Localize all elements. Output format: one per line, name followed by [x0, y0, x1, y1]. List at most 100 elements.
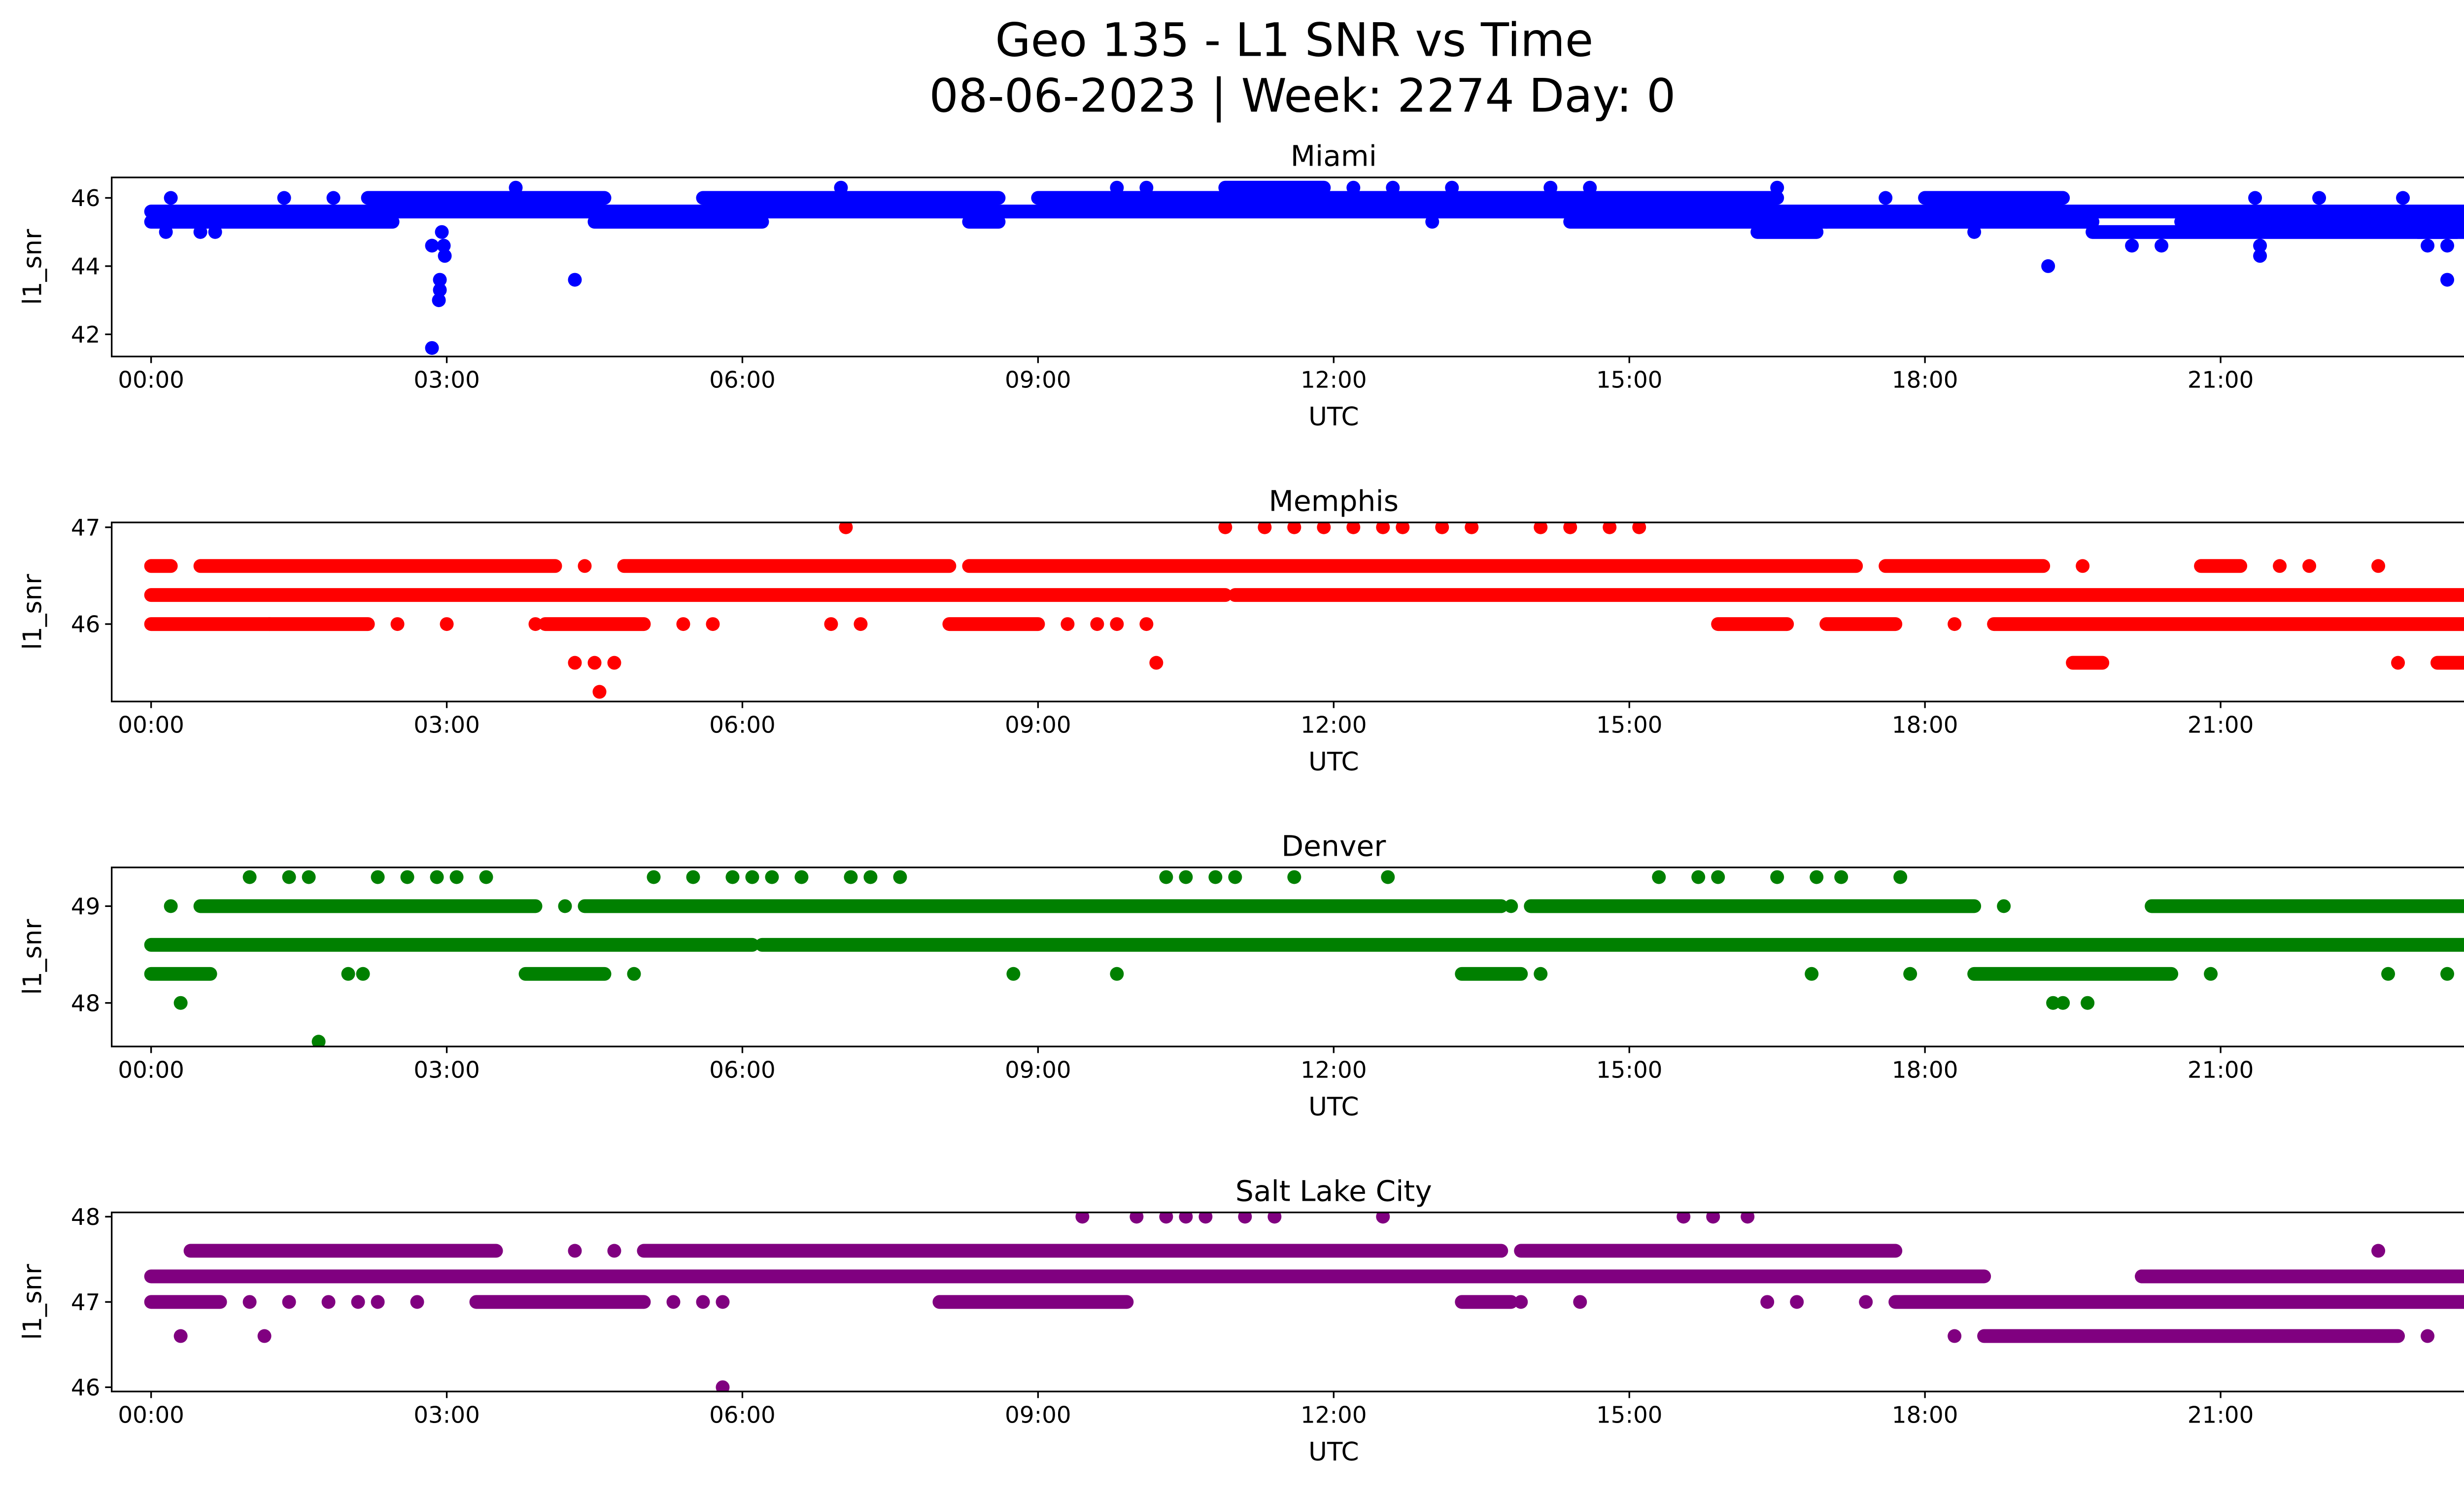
- data-point-16: [765, 870, 779, 884]
- y-axis-label: l1_snr: [18, 919, 47, 995]
- data-run-6: [962, 214, 1006, 229]
- data-point-30: [1603, 522, 1617, 534]
- data-run-11: [2135, 1269, 2464, 1284]
- data-point-18: [839, 522, 853, 534]
- data-point-15: [1514, 1295, 1528, 1309]
- x-tick-label: 00:00: [118, 1402, 184, 1428]
- data-point-12: [568, 656, 582, 670]
- data-point-24: [1583, 180, 1597, 195]
- data-point-21: [1287, 522, 1301, 534]
- x-tick-label: 03:00: [413, 367, 479, 394]
- figure-title-line2: 08-06-2023 | Week: 2274 Day: 0: [929, 70, 1676, 123]
- data-run-9: [1967, 967, 2179, 981]
- data-run-1: [755, 938, 2464, 952]
- data-point-9: [438, 249, 452, 263]
- x-tick-label: 00:00: [118, 1057, 184, 1083]
- x-tick-label: 06:00: [709, 1057, 775, 1083]
- data-run-6: [1879, 559, 2051, 573]
- data-point-22: [1445, 180, 1459, 195]
- data-point-9: [351, 1295, 365, 1309]
- y-axis-label: l1_snr: [18, 574, 47, 650]
- data-point-2: [1504, 899, 1518, 913]
- data-point-18: [844, 870, 858, 884]
- data-run-5: [696, 191, 1006, 205]
- data-point-24: [1228, 870, 1242, 884]
- data-point-6: [425, 239, 439, 253]
- y-tick-label: 46: [71, 1375, 100, 1401]
- data-run-7: [1031, 191, 1627, 205]
- x-axis-label: UTC: [1308, 402, 1359, 432]
- x-tick-label: 12:00: [1300, 1057, 1367, 1083]
- data-point-42: [1903, 967, 1917, 981]
- data-point-16: [834, 180, 848, 195]
- data-point-19: [1346, 180, 1361, 195]
- data-point-47: [2046, 996, 2060, 1010]
- data-point-6: [302, 870, 316, 884]
- subplot-miami: Miami 00:00 03:00 06:00 09:00 12:00 15:00 18:00…: [18, 139, 2464, 432]
- data-run-10: [942, 617, 1045, 631]
- subplot-salt-lake-city: Salt Lake City 00:00 03:00 06:00 09:00 12:00 1…: [18, 1174, 2464, 1467]
- x-axis-label: UTC: [1308, 747, 1359, 777]
- x-tick-label: 03:00: [413, 712, 479, 739]
- data-point-35: [341, 967, 355, 981]
- data-run-0: [144, 588, 1232, 602]
- data-point-14: [716, 1295, 730, 1309]
- data-point-16: [1573, 1295, 1587, 1309]
- figure-title-line1: Geo 135 - L1 SNR vs Time: [995, 13, 1593, 67]
- data-point-49: [2081, 996, 2095, 1010]
- data-run-5: [2145, 899, 2464, 913]
- data-point-19: [1859, 1295, 1873, 1309]
- data-point-23: [1208, 870, 1223, 884]
- data-run-3: [193, 559, 562, 573]
- data-run-9: [538, 617, 651, 631]
- data-point-31: [1810, 870, 1824, 884]
- data-point-16: [2391, 656, 2405, 670]
- data-point-3: [2421, 1329, 2435, 1343]
- data-point-0: [173, 1329, 188, 1343]
- data-point-25: [1396, 522, 1410, 534]
- data-point-46: [173, 996, 188, 1010]
- x-tick-label: 06:00: [709, 367, 775, 394]
- data-run-2: [193, 899, 543, 913]
- data-point-8: [437, 239, 451, 253]
- data-point-23: [1543, 180, 1558, 195]
- data-point-17: [1110, 180, 1124, 195]
- data-point-28: [1238, 1212, 1252, 1224]
- x-tick-label: 18:00: [1892, 367, 1958, 394]
- y-tick-label: 48: [71, 990, 100, 1017]
- subplot-title: Salt Lake City: [1235, 1174, 1432, 1208]
- data-point-27: [1465, 522, 1479, 534]
- data-point-11: [410, 1295, 424, 1309]
- data-run-4: [587, 214, 769, 229]
- data-point-33: [1893, 870, 1908, 884]
- data-point-28: [1967, 225, 1982, 239]
- x-axis-label: UTC: [1308, 1092, 1359, 1122]
- data-point-29: [1563, 522, 1577, 534]
- data-point-21: [1159, 870, 1173, 884]
- data-point-27: [1652, 870, 1666, 884]
- data-point-22: [2371, 1244, 2386, 1258]
- data-point-30: [2125, 239, 2139, 253]
- data-point-29: [1711, 870, 1725, 884]
- data-run-9: [1888, 1295, 2464, 1309]
- data-run-3: [637, 1244, 1508, 1258]
- data-point-2: [528, 617, 543, 631]
- data-point-14: [607, 656, 621, 670]
- data-point-25: [1287, 870, 1301, 884]
- data-point-13: [686, 870, 700, 884]
- data-point-2: [1948, 1329, 1962, 1343]
- data-points: [144, 180, 2464, 355]
- x-tick-label: 21:00: [2188, 367, 2254, 394]
- data-point-22: [1179, 870, 1193, 884]
- data-point-7: [282, 1295, 296, 1309]
- data-point-7: [371, 870, 385, 884]
- data-point-28: [1691, 870, 1706, 884]
- data-run-0: [144, 1269, 1991, 1284]
- data-point-48: [2056, 996, 2070, 1010]
- data-run-4: [1514, 1244, 1903, 1258]
- data-point-3: [208, 225, 222, 239]
- y-tick-label: 47: [71, 515, 100, 541]
- x-tick-label: 15:00: [1596, 1057, 1662, 1083]
- subplot-title: Denver: [1281, 829, 1386, 863]
